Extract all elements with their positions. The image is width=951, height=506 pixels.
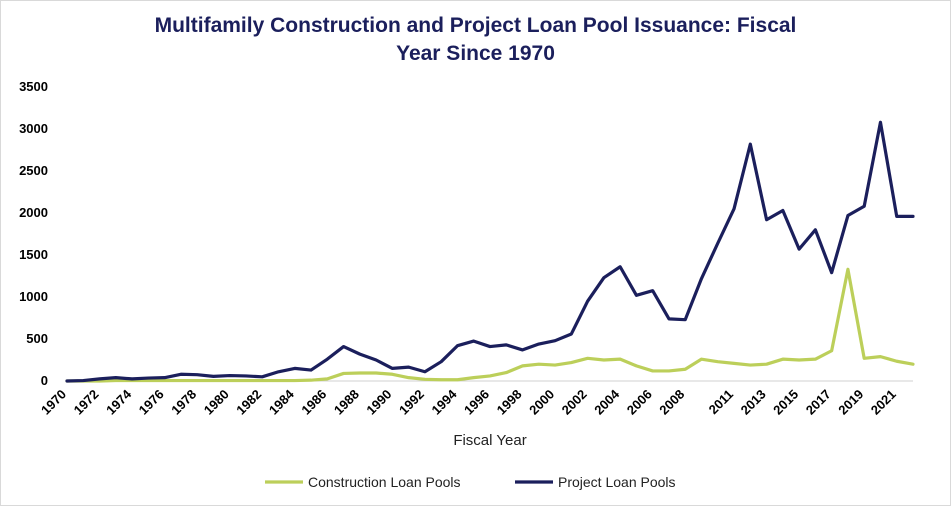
chart-title: Multifamily Construction and Project Loa… xyxy=(0,12,951,68)
x-tick-label: 2013 xyxy=(738,387,769,418)
x-tick-label: 1972 xyxy=(71,387,102,418)
series-layer xyxy=(65,120,915,383)
y-tick-label: 1000 xyxy=(19,289,48,304)
y-tick-label: 3500 xyxy=(19,79,48,94)
x-tick-label: 2002 xyxy=(559,387,590,418)
x-tick-label: 2015 xyxy=(770,387,801,418)
x-tick-label: 1976 xyxy=(136,387,167,418)
y-tick-label: 2000 xyxy=(19,205,48,220)
x-tick-label: 1998 xyxy=(494,387,525,418)
x-tick-label: 2008 xyxy=(656,387,687,418)
y-tick-label: 0 xyxy=(41,373,48,388)
y-tick-label: 2500 xyxy=(19,163,48,178)
x-tick-label: 1982 xyxy=(233,387,264,418)
series-line-project xyxy=(65,120,915,383)
x-tick-label: 1988 xyxy=(331,387,362,418)
legend-label: Project Loan Pools xyxy=(558,474,676,490)
x-tick-label: 1990 xyxy=(363,387,394,418)
x-tick-label: 2006 xyxy=(624,387,655,418)
chart-title-line-2: Year Since 1970 xyxy=(396,42,555,65)
x-tick-label: 1974 xyxy=(103,386,135,418)
x-tick-label: 2000 xyxy=(526,387,557,418)
x-tick-label: 1980 xyxy=(201,387,232,418)
y-tick-label: 500 xyxy=(26,331,48,346)
x-axis: 1970 1972 1974 1976 1978 1980 1982 1984 1986 1988… xyxy=(38,380,913,418)
x-tick-label: 2019 xyxy=(835,387,866,418)
x-tick-label: 2004 xyxy=(591,386,623,418)
x-tick-label: 1978 xyxy=(168,387,199,418)
x-tick-label: 2011 xyxy=(706,387,737,418)
x-tick-label: 1984 xyxy=(266,386,298,418)
x-tick-label: 1992 xyxy=(396,387,427,418)
x-axis-label: Fiscal Year xyxy=(453,432,526,449)
y-tick-label: 3000 xyxy=(19,121,48,136)
x-tick-label: 1970 xyxy=(38,387,69,418)
legend: Construction Loan Pools Project Loan Pool… xyxy=(265,474,676,490)
legend-label: Construction Loan Pools xyxy=(308,474,461,490)
y-axis: 0 500 1000 1500 2000 2500 3000 3500 xyxy=(19,79,48,388)
series-line-construction xyxy=(65,267,915,383)
x-tick-label: 2021 xyxy=(868,387,899,418)
y-tick-label: 1500 xyxy=(19,247,48,262)
x-tick-label: 1994 xyxy=(429,386,461,418)
chart-title-line-1: Multifamily Construction and Project Loa… xyxy=(154,14,797,37)
x-tick-label: 1986 xyxy=(298,387,329,418)
x-tick-label: 1996 xyxy=(461,387,492,418)
x-tick-label: 2017 xyxy=(803,387,834,418)
